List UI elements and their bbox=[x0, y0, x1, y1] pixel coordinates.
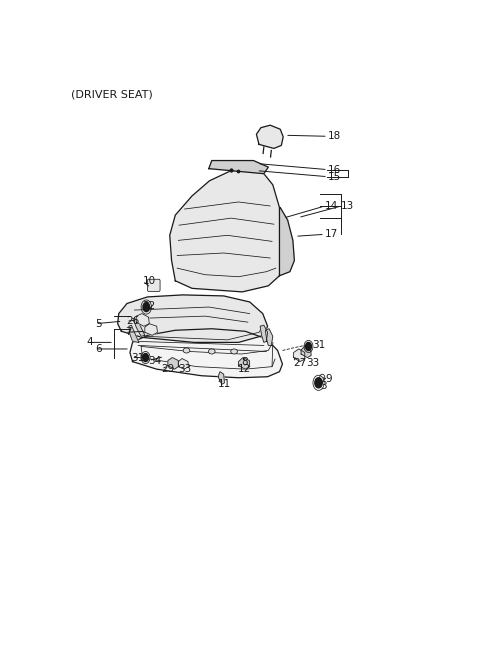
Text: 17: 17 bbox=[325, 230, 338, 239]
Polygon shape bbox=[118, 295, 267, 342]
Text: 27: 27 bbox=[294, 358, 307, 367]
Polygon shape bbox=[260, 325, 267, 342]
Polygon shape bbox=[168, 358, 178, 369]
FancyBboxPatch shape bbox=[244, 342, 263, 359]
Text: 13: 13 bbox=[341, 201, 355, 211]
Text: (DRIVER SEAT): (DRIVER SEAT) bbox=[71, 90, 153, 100]
Polygon shape bbox=[301, 346, 311, 358]
Text: 14: 14 bbox=[325, 201, 338, 211]
Text: 5: 5 bbox=[96, 319, 102, 329]
FancyBboxPatch shape bbox=[163, 350, 173, 359]
Polygon shape bbox=[209, 161, 268, 174]
Ellipse shape bbox=[183, 348, 190, 353]
Polygon shape bbox=[130, 329, 282, 378]
Polygon shape bbox=[129, 325, 139, 342]
Text: 31: 31 bbox=[312, 340, 325, 350]
Circle shape bbox=[143, 302, 150, 312]
Text: 15: 15 bbox=[328, 172, 341, 182]
Text: 11: 11 bbox=[218, 379, 231, 389]
FancyBboxPatch shape bbox=[249, 350, 254, 356]
Circle shape bbox=[143, 354, 148, 361]
Ellipse shape bbox=[208, 349, 215, 354]
FancyBboxPatch shape bbox=[147, 279, 160, 291]
Text: 4: 4 bbox=[87, 337, 94, 348]
Text: 7: 7 bbox=[125, 327, 132, 337]
Polygon shape bbox=[178, 359, 188, 369]
Polygon shape bbox=[279, 207, 294, 276]
Text: 16: 16 bbox=[328, 165, 341, 174]
Text: 29: 29 bbox=[161, 364, 174, 374]
Circle shape bbox=[305, 342, 312, 350]
Text: 32: 32 bbox=[143, 301, 156, 311]
Polygon shape bbox=[239, 358, 250, 369]
Polygon shape bbox=[265, 329, 273, 346]
Polygon shape bbox=[218, 372, 225, 384]
Text: 31: 31 bbox=[132, 352, 144, 363]
Text: 34: 34 bbox=[148, 356, 162, 365]
Ellipse shape bbox=[231, 349, 238, 354]
Polygon shape bbox=[256, 125, 283, 148]
Text: 33: 33 bbox=[178, 364, 192, 374]
Polygon shape bbox=[170, 169, 282, 292]
Polygon shape bbox=[145, 323, 157, 335]
Text: 33: 33 bbox=[306, 358, 320, 367]
Polygon shape bbox=[133, 319, 145, 337]
Text: 9: 9 bbox=[325, 374, 332, 384]
Text: 10: 10 bbox=[143, 276, 156, 286]
Text: 26: 26 bbox=[126, 316, 140, 326]
Polygon shape bbox=[294, 349, 305, 361]
Circle shape bbox=[315, 378, 322, 388]
Text: 12: 12 bbox=[238, 364, 251, 374]
Text: 18: 18 bbox=[328, 131, 341, 141]
Text: 8: 8 bbox=[241, 357, 248, 367]
Polygon shape bbox=[136, 314, 149, 326]
Text: 3: 3 bbox=[321, 381, 327, 391]
Text: 6: 6 bbox=[96, 344, 102, 354]
